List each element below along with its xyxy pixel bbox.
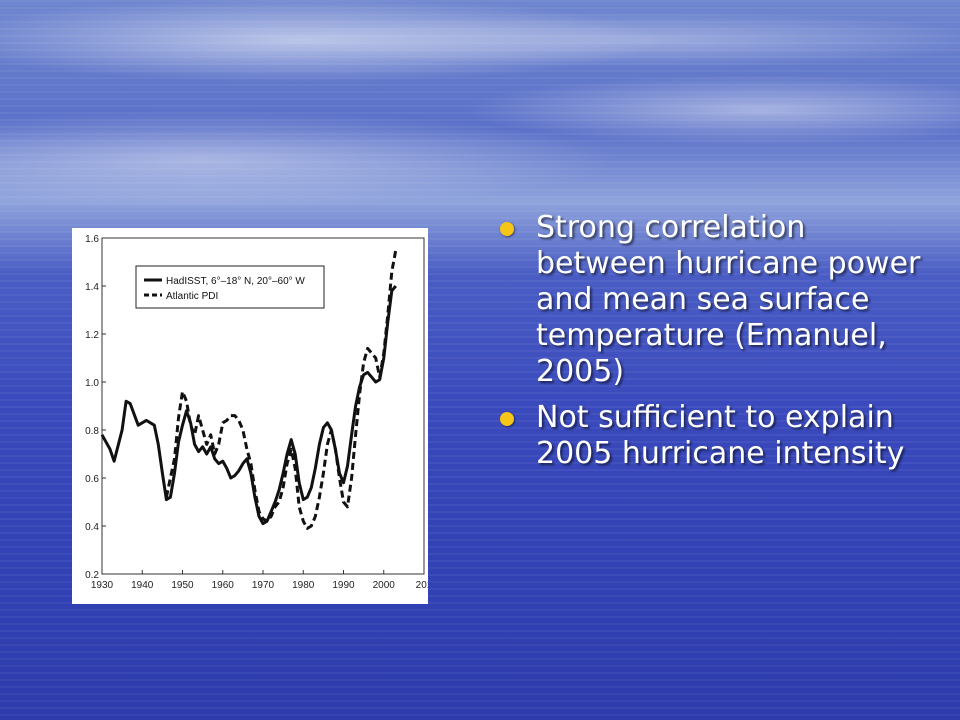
x-tick-label: 2000 (373, 580, 396, 591)
legend-label-pdi: Atlantic PDI (166, 291, 218, 302)
bullet-item-correlation: Strong correlation between hurricane pow… (498, 210, 938, 390)
bullet-list: Strong correlation between hurricane pow… (498, 210, 938, 482)
x-tick-label: 201 (416, 580, 428, 591)
chart-legend: HadISST, 6°–18° N, 20°–60° W Atlantic PD… (135, 265, 325, 309)
y-tick-label: 0.4 (85, 522, 99, 533)
x-tick-label: 1940 (131, 580, 154, 591)
chart-panel: 0.2 0.4 0.6 0.8 1.0 1.2 1.4 1.6 1930 1940 1950 196… (72, 228, 428, 604)
series-line-hadisst (100, 285, 397, 526)
x-tick-label: 1970 (252, 580, 275, 591)
y-tick-label: 1.2 (85, 330, 99, 341)
sst-pdi-line-chart: 0.2 0.4 0.6 0.8 1.0 1.2 1.4 1.6 1930 1940 1950 196… (85, 234, 428, 591)
x-tick-label: 1930 (91, 580, 114, 591)
bullet-dot-icon (500, 412, 514, 426)
x-tick-label: 1980 (292, 580, 315, 591)
bullet-text-correlation: Strong correlation between hurricane pow… (536, 210, 921, 389)
y-tick-label: 1.0 (85, 378, 99, 389)
x-tick-label: 1960 (212, 580, 235, 591)
y-tick-label: 0.2 (85, 570, 99, 581)
bullet-dot-icon (500, 222, 514, 236)
legend-box (135, 265, 325, 309)
y-tick-label: 0.8 (85, 426, 99, 437)
series-line-atlantic-pdi (164, 249, 398, 530)
bullet-item-not-sufficient: Not sufficient to explain 2005 hurricane… (498, 400, 938, 472)
x-tick-label: 1990 (332, 580, 355, 591)
x-tick-label: 1950 (171, 580, 194, 591)
y-tick-label: 1.4 (85, 282, 99, 293)
y-tick-label: 0.6 (85, 474, 99, 485)
bullet-text-not-sufficient: Not sufficient to explain 2005 hurricane… (536, 400, 905, 471)
y-tick-label: 1.6 (85, 234, 99, 245)
legend-label-hadisst: HadISST, 6°–18° N, 20°–60° W (166, 276, 305, 287)
